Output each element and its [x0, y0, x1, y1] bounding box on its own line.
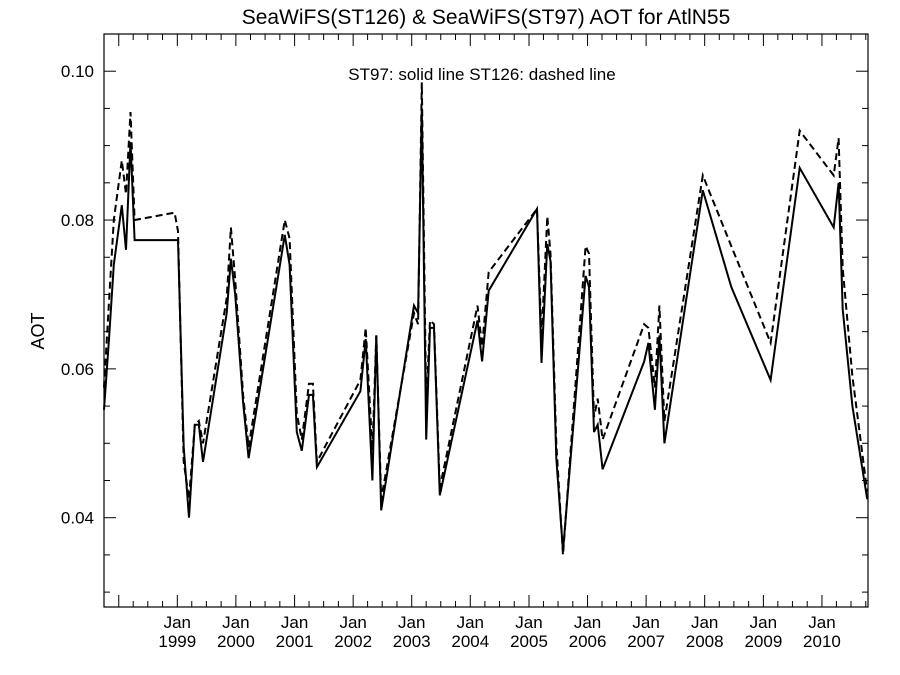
x-tick-label-year: 1999	[158, 632, 196, 651]
y-axis-ticks: 0.04 0.06 0.08 0.10	[61, 33, 868, 593]
x-tick-label-month: Jan	[457, 613, 484, 632]
x-tick-label-month: Jan	[632, 613, 659, 632]
x-tick-label-year: 2000	[217, 632, 255, 651]
x-tick-label-month: Jan	[574, 613, 601, 632]
y-tick-label: 0.08	[61, 211, 94, 230]
y-tick-label: 0.04	[61, 509, 94, 528]
x-tick-label-year: 2009	[744, 632, 782, 651]
x-tick-label-year: 2007	[627, 632, 665, 651]
x-tick-label-month: Jan	[808, 613, 835, 632]
chart-title: SeaWiFS(ST126) & SeaWiFS(ST97) AOT for A…	[242, 6, 731, 29]
series-lines	[103, 82, 869, 555]
plot-frame	[103, 33, 869, 608]
x-tick-label-month: Jan	[691, 613, 718, 632]
x-tick-label-year: 2010	[803, 632, 841, 651]
series-line-st97	[103, 108, 869, 552]
x-axis-ticks: Jan1999Jan2000Jan2001Jan2002Jan2003Jan20…	[103, 34, 867, 651]
x-tick-label-year: 2005	[510, 632, 548, 651]
y-axis-label: AOT	[28, 312, 48, 349]
y-tick-label: 0.10	[61, 62, 94, 81]
series-annotation: ST97: solid line ST126: dashed line	[348, 65, 615, 84]
series-line-st126	[103, 82, 869, 555]
y-tick-label: 0.06	[61, 360, 94, 379]
x-tick-label-month: Jan	[281, 613, 308, 632]
x-tick-label-month: Jan	[222, 613, 249, 632]
x-tick-label-month: Jan	[398, 613, 425, 632]
x-tick-label-month: Jan	[164, 613, 191, 632]
x-tick-label-month: Jan	[750, 613, 777, 632]
x-tick-label-month: Jan	[339, 613, 366, 632]
x-tick-label-year: 2001	[276, 632, 314, 651]
x-tick-label-month: Jan	[515, 613, 542, 632]
x-tick-label-year: 2008	[686, 632, 724, 651]
x-tick-label-year: 2002	[334, 632, 372, 651]
x-tick-label-year: 2006	[569, 632, 607, 651]
x-tick-label-year: 2003	[393, 632, 431, 651]
x-tick-label-year: 2004	[451, 632, 489, 651]
